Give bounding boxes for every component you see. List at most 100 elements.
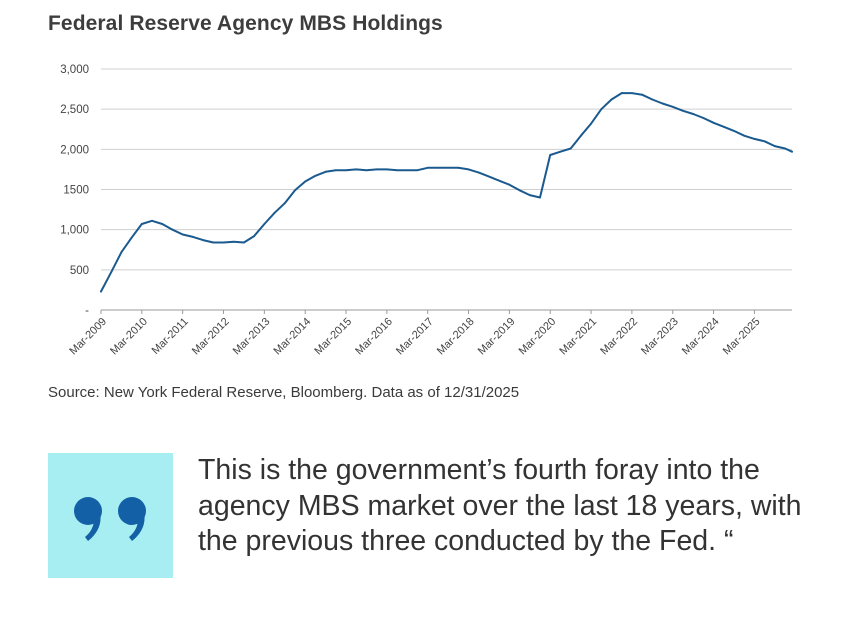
data-point (784, 147, 786, 150)
data-point (212, 241, 215, 244)
x-tick-label: Mar-2021 (557, 316, 599, 358)
x-tick-label: Mar-2013 (231, 316, 273, 358)
x-tick-label: Mar-2011 (150, 316, 191, 357)
data-point (447, 166, 450, 169)
data-point (161, 223, 164, 225)
x-axis-ticks: Mar-2009 Mar-2010 Mar-2011 Mar-2012 Mar-2013… (67, 310, 763, 358)
quote-mark-icon (74, 497, 146, 541)
x-tick-label: Mar-2014 (272, 316, 314, 358)
data-point (120, 251, 123, 254)
data-point (559, 150, 562, 153)
x-tick-label: Mar-2012 (190, 316, 232, 358)
line-chart: - 500 1,000 1500 2,000 2,500 3,000 Mar-2009 Mar… (60, 64, 793, 358)
data-point (151, 219, 153, 222)
data-point (294, 189, 296, 192)
data-point (263, 223, 266, 225)
data-point (549, 154, 552, 156)
gridlines (101, 68, 792, 311)
x-tick-label: Mar-2020 (517, 316, 559, 358)
x-tick-label: Mar-2025 (721, 316, 763, 358)
data-point (437, 166, 439, 169)
y-tick-label: 1,000 (60, 225, 89, 237)
data-point (140, 223, 143, 225)
data-point (692, 113, 695, 115)
data-point (416, 169, 419, 172)
y-tick-label: 2,500 (60, 104, 89, 116)
y-tick-label: - (85, 305, 89, 317)
source-note: Source: New York Federal Reserve, Bloomb… (48, 384, 520, 401)
data-point (426, 166, 429, 169)
data-point (222, 241, 225, 244)
data-point (100, 290, 102, 293)
data-point (610, 98, 613, 101)
data-point (202, 239, 204, 242)
chart-title: Federal Reserve Agency MBS Holdings (48, 12, 443, 35)
data-point (590, 122, 592, 125)
data-point (753, 137, 756, 140)
data-point (406, 169, 409, 172)
series-layer (100, 92, 793, 293)
data-point (620, 92, 623, 94)
y-tick-label: 2,000 (60, 144, 89, 156)
data-point (365, 169, 368, 172)
data-point (385, 168, 388, 171)
data-point (712, 121, 715, 124)
data-point (671, 105, 674, 108)
data-point (508, 183, 511, 186)
data-point (773, 145, 776, 148)
data-point (273, 211, 276, 214)
data-point (181, 233, 184, 236)
data-point (243, 241, 245, 244)
data-point (232, 240, 235, 243)
data-point (253, 235, 256, 237)
data-point (528, 194, 531, 197)
data-point (631, 92, 633, 94)
data-point (396, 169, 398, 172)
data-point (579, 134, 582, 137)
data-point (600, 108, 603, 111)
data-point (488, 175, 490, 178)
data-point (641, 93, 644, 96)
data-point (355, 168, 358, 171)
x-tick-label: Mar-2024 (680, 316, 722, 358)
x-tick-label: Mar-2016 (353, 316, 395, 358)
data-point (191, 235, 194, 238)
data-point (763, 140, 766, 143)
y-tick-label: 500 (70, 265, 89, 277)
data-point (375, 168, 378, 171)
data-point (304, 180, 307, 183)
data-point (518, 189, 521, 192)
x-tick-label: Mar-2023 (639, 316, 681, 358)
data-point (314, 174, 317, 177)
data-point (539, 196, 541, 199)
quote-box (48, 453, 173, 578)
data-point (682, 109, 684, 112)
data-point (702, 117, 705, 119)
series-line (100, 92, 793, 293)
data-point (110, 271, 113, 274)
data-point (477, 171, 480, 174)
x-tick-label: Mar-2019 (476, 316, 518, 358)
data-point (171, 228, 174, 231)
data-point (283, 202, 286, 205)
data-point (722, 125, 725, 128)
y-tick-label: 1500 (63, 185, 89, 197)
data-point (345, 169, 347, 172)
data-point (324, 170, 327, 173)
x-tick-label: Mar-2015 (312, 316, 354, 358)
data-point (334, 169, 337, 172)
data-point (498, 179, 501, 182)
x-tick-label: Mar-2018 (435, 316, 477, 358)
y-axis-ticks: - 500 1,000 1500 2,000 2,500 3,000 (60, 64, 89, 317)
data-point (743, 134, 746, 137)
x-tick-label: Mar-2022 (598, 316, 640, 358)
y-tick-label: 3,000 (60, 64, 89, 76)
data-point (130, 236, 133, 239)
data-point (651, 98, 654, 101)
data-point (733, 129, 735, 132)
data-point (661, 102, 664, 105)
data-point (569, 147, 572, 150)
data-point (457, 166, 460, 169)
x-tick-label: Mar-2010 (108, 316, 150, 358)
x-tick-label: Mar-2017 (394, 316, 436, 358)
